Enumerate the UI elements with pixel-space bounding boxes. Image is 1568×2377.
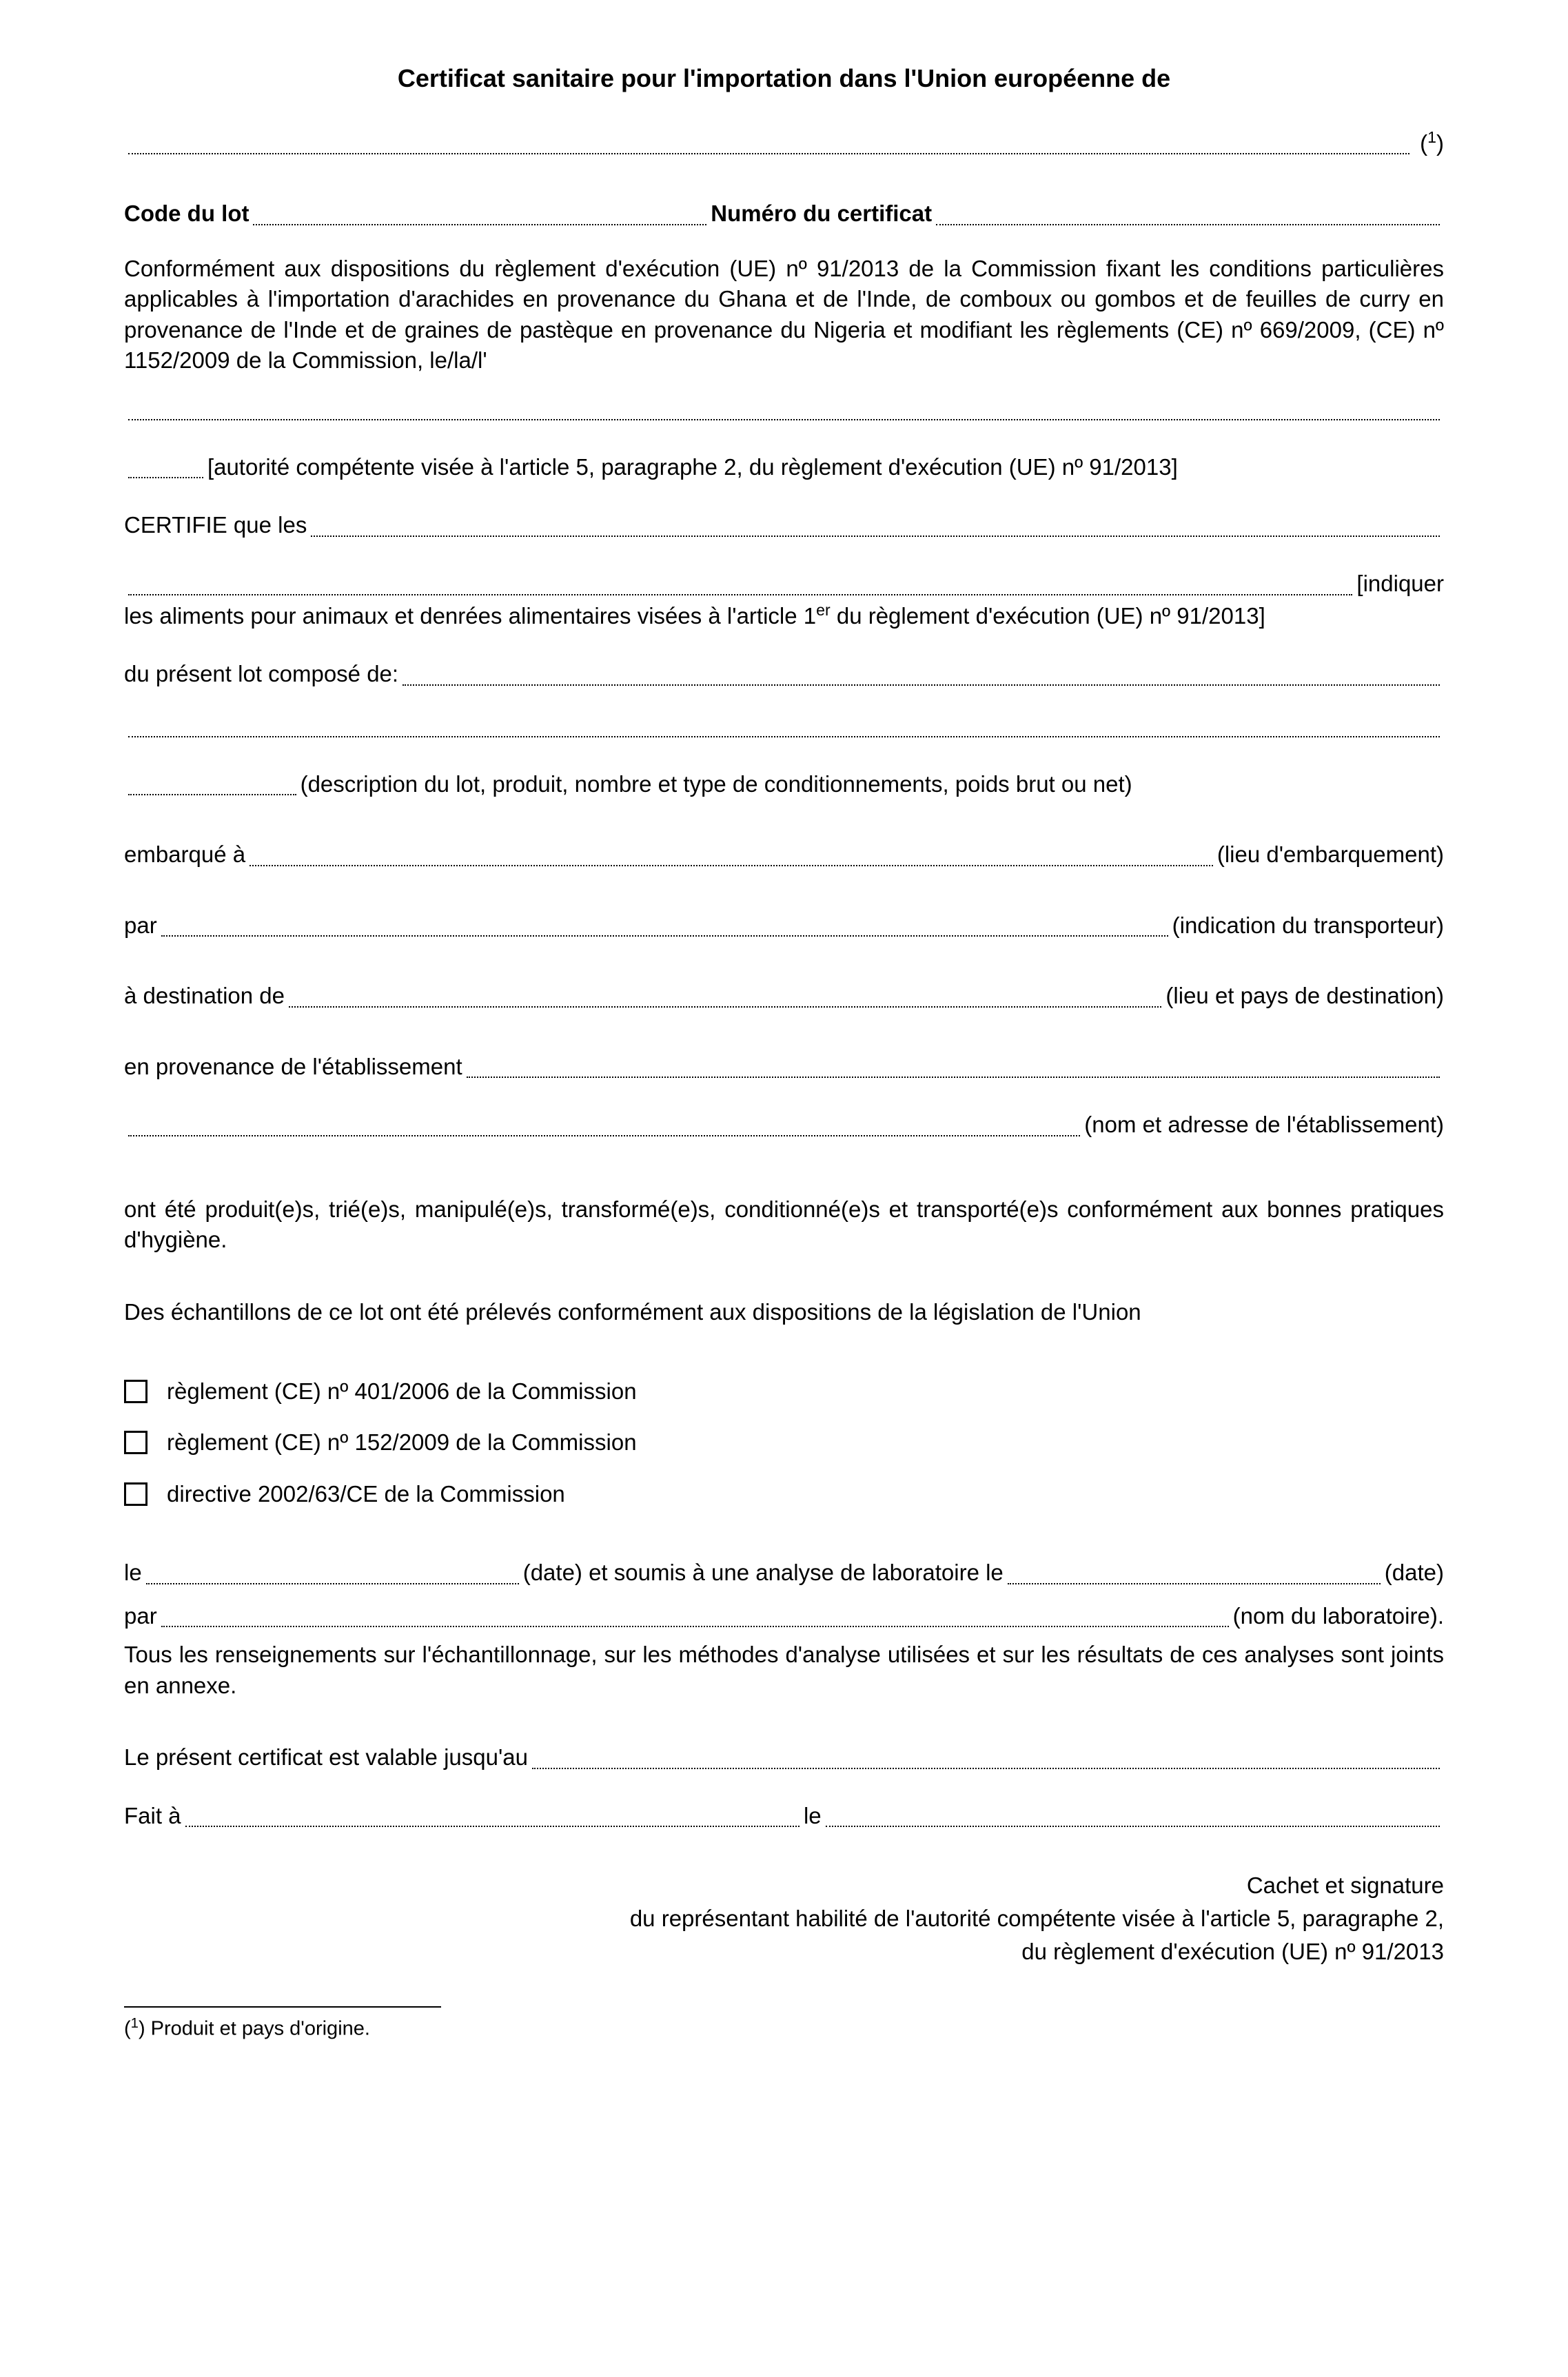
- par2-line: par (nom du laboratoire).: [124, 1601, 1444, 1632]
- checkbox-icon[interactable]: [124, 1380, 147, 1403]
- par2-fill: [161, 1603, 1229, 1627]
- date-middle: (date) et soumis à une analyse de labora…: [523, 1558, 1004, 1589]
- checkbox-label-1: règlement (CE) nº 401/2006 de la Commiss…: [167, 1376, 637, 1407]
- date1-fill: [146, 1560, 519, 1584]
- embarque-line: embarqué à (lieu d'embarquement): [124, 839, 1444, 870]
- lot-compose-label: du présent lot composé de:: [124, 659, 398, 690]
- authority-suffix: [autorité compétente visée à l'article 5…: [207, 452, 1178, 483]
- par2-suffix: (nom du laboratoire).: [1233, 1601, 1444, 1632]
- certifie-line: CERTIFIE que les: [124, 510, 1444, 541]
- provenance-fill: [467, 1054, 1440, 1078]
- fait-middle: le: [804, 1801, 822, 1832]
- authority-fill: [128, 454, 203, 478]
- certifie-fill: [311, 513, 1440, 537]
- intro-paragraph: Conformément aux dispositions du règleme…: [124, 254, 1444, 376]
- footnote-ref: (1): [1414, 127, 1444, 159]
- signature-line-1: Cachet et signature: [124, 1869, 1444, 1902]
- le-label: le: [124, 1558, 142, 1589]
- destination-line: à destination de (lieu et pays de destin…: [124, 981, 1444, 1012]
- fait-date-fill: [826, 1803, 1440, 1827]
- valable-line: Le présent certificat est valable jusqu'…: [124, 1742, 1444, 1773]
- checkbox-row-2: règlement (CE) nº 152/2009 de la Commiss…: [124, 1427, 1444, 1458]
- certifie-label: CERTIFIE que les: [124, 510, 307, 541]
- lot-compose-fill: [403, 662, 1440, 686]
- destination-suffix: (lieu et pays de destination): [1165, 981, 1444, 1012]
- fill: [128, 713, 1440, 737]
- footnote: (1) Produit et pays d'origine.: [124, 2014, 1444, 2043]
- indiquer-line: [indiquer: [124, 569, 1444, 600]
- par-suffix: (indication du transporteur): [1172, 910, 1444, 941]
- footnote-rule: [124, 2006, 441, 2008]
- description-fill: [128, 771, 296, 795]
- checkbox-icon[interactable]: [124, 1482, 147, 1506]
- blank-line-1: [124, 400, 1444, 425]
- checkbox-row-3: directive 2002/63/CE de la Commission: [124, 1479, 1444, 1510]
- signature-block: Cachet et signature du représentant habi…: [124, 1869, 1444, 1968]
- blank-line-2: [124, 717, 1444, 742]
- code-lot-fill: [253, 201, 706, 225]
- provenance-suffix-fill: [128, 1112, 1080, 1136]
- description-suffix: (description du lot, produit, nombre et …: [301, 769, 1132, 800]
- lot-cert-row: Code du lot Numéro du certificat: [124, 198, 1444, 229]
- indiquer-suffix: [indiquer: [1356, 569, 1444, 600]
- echantillons-paragraph: Des échantillons de ce lot ont été préle…: [124, 1297, 1444, 1328]
- par-fill: [161, 912, 1168, 937]
- signature-line-3: du règlement d'exécution (UE) nº 91/2013: [124, 1935, 1444, 1968]
- par-line: par (indication du transporteur): [124, 910, 1444, 941]
- title-subject-line: (1): [124, 127, 1444, 159]
- date2-fill: [1008, 1560, 1381, 1584]
- embarque-suffix: (lieu d'embarquement): [1217, 839, 1444, 870]
- code-lot-label: Code du lot: [124, 198, 249, 229]
- date-suffix: (date): [1385, 1558, 1444, 1589]
- provenance-label: en provenance de l'établissement: [124, 1052, 462, 1083]
- fait-label: Fait à: [124, 1801, 181, 1832]
- checkbox-label-3: directive 2002/63/CE de la Commission: [167, 1479, 565, 1510]
- num-cert-label: Numéro du certificat: [711, 198, 932, 229]
- fait-line: Fait à le: [124, 1801, 1444, 1832]
- provenance-suffix-line: (nom et adresse de l'établissement): [124, 1110, 1444, 1141]
- subject-fill: [128, 130, 1409, 154]
- provenance-suffix: (nom et adresse de l'établissement): [1084, 1110, 1444, 1141]
- par2-label: par: [124, 1601, 157, 1632]
- indiquer-fill: [128, 571, 1352, 595]
- destination-fill: [289, 983, 1161, 1008]
- checkbox-icon[interactable]: [124, 1431, 147, 1454]
- lot-compose-line: du présent lot composé de:: [124, 659, 1444, 690]
- par-label: par: [124, 910, 157, 941]
- authority-line: [autorité compétente visée à l'article 5…: [124, 452, 1444, 483]
- checkbox-label-2: règlement (CE) nº 152/2009 de la Commiss…: [167, 1427, 637, 1458]
- num-cert-fill: [936, 201, 1440, 225]
- fill: [128, 396, 1440, 420]
- fait-fill: [185, 1803, 800, 1827]
- provenance-line: en provenance de l'établissement: [124, 1052, 1444, 1083]
- produit-paragraph: ont été produit(e)s, trié(e)s, manipulé(…: [124, 1194, 1444, 1256]
- destination-label: à destination de: [124, 981, 285, 1012]
- valable-fill: [532, 1745, 1440, 1769]
- embarque-label: embarqué à: [124, 839, 245, 870]
- signature-line-2: du représentant habilité de l'autorité c…: [124, 1902, 1444, 1935]
- description-line: (description du lot, produit, nombre et …: [124, 769, 1444, 800]
- date-line: le (date) et soumis à une analyse de lab…: [124, 1558, 1444, 1589]
- aliments-line: les aliments pour animaux et denrées ali…: [124, 600, 1444, 632]
- page-title: Certificat sanitaire pour l'importation …: [124, 62, 1444, 96]
- embarque-fill: [250, 842, 1213, 866]
- renseignements-paragraph: Tous les renseignements sur l'échantillo…: [124, 1640, 1444, 1701]
- checkbox-row-1: règlement (CE) nº 401/2006 de la Commiss…: [124, 1376, 1444, 1407]
- valable-label: Le présent certificat est valable jusqu'…: [124, 1742, 528, 1773]
